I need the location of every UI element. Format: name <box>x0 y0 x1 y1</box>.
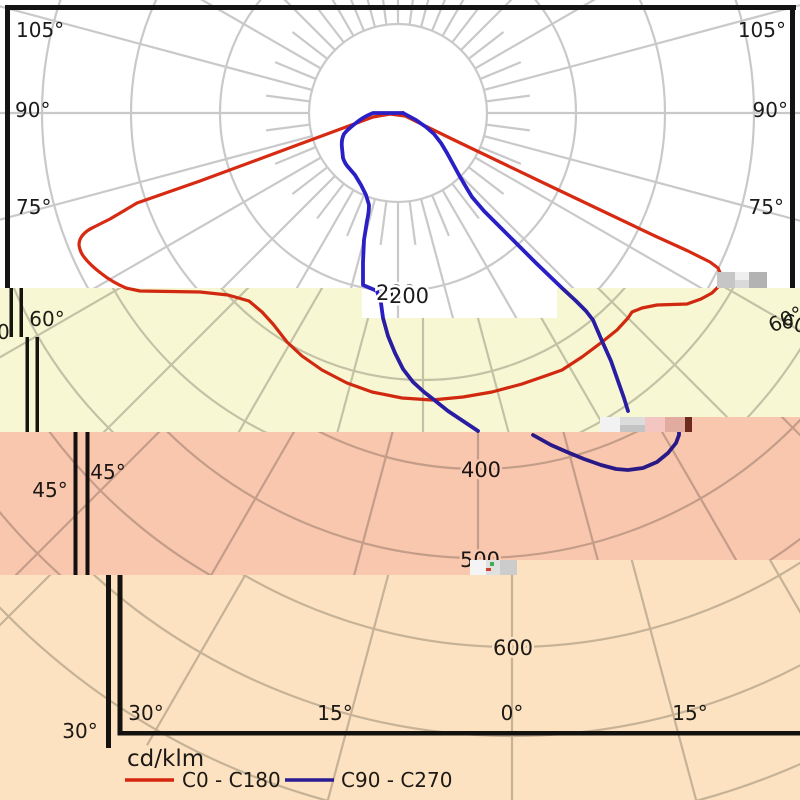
label-90-right: 90° <box>753 98 788 122</box>
curve-c90-left <box>339 111 480 433</box>
label-75-left: 75° <box>16 195 51 219</box>
label-90-left: 90° <box>15 98 50 122</box>
label-105-right: 105° <box>738 18 786 42</box>
ring-label-200: 200 <box>389 284 429 308</box>
band3-pink-tint <box>0 417 800 575</box>
label-105-left: 105° <box>16 18 64 42</box>
ring-label-200-fragment: 200 <box>376 281 416 305</box>
frame-right <box>790 5 795 288</box>
band4-orange-tint <box>0 560 800 800</box>
glitch-noise-blocks <box>470 272 767 575</box>
label-75-right: 75° <box>749 195 784 219</box>
frame-top <box>5 5 796 10</box>
frame-left <box>5 5 10 288</box>
